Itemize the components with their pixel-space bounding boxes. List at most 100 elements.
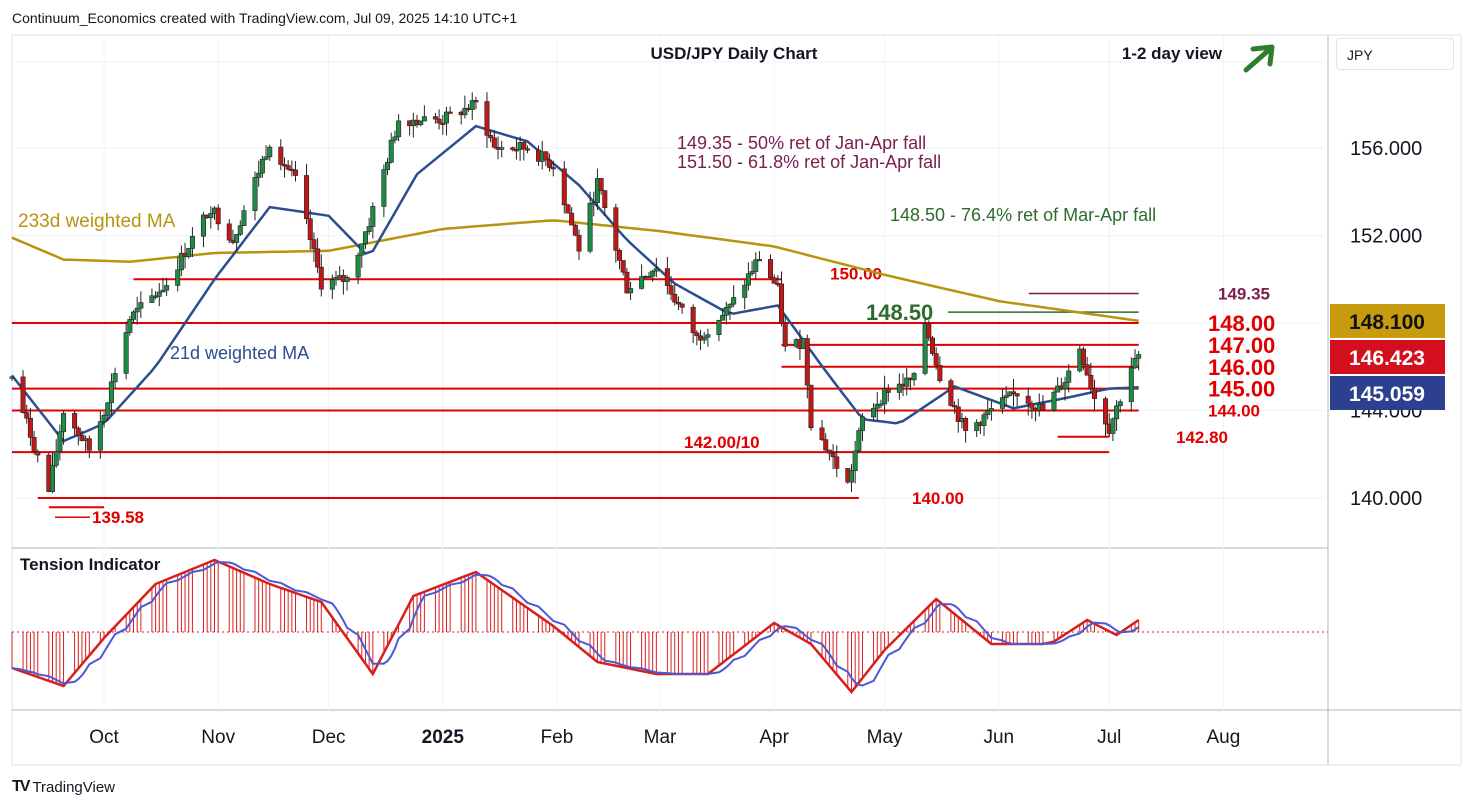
x-tick-label: Apr <box>759 727 789 748</box>
candle-body <box>318 266 324 290</box>
candle-body <box>904 377 910 387</box>
candle-body <box>823 439 829 451</box>
chart-attribution: Continuum_Economics created with Trading… <box>12 10 518 26</box>
candle-body <box>1132 357 1138 369</box>
tension-indicator <box>11 558 1328 694</box>
candle-body <box>436 118 442 124</box>
candle-body <box>561 168 567 206</box>
retracement-label: 149.35 <box>1218 284 1270 303</box>
candle-body <box>617 250 623 261</box>
candle-body <box>963 417 969 431</box>
x-tick-label: May <box>867 727 903 748</box>
candle-body <box>779 283 785 324</box>
candle-body <box>878 403 884 406</box>
level-label: 139.58 <box>92 508 144 527</box>
candle-body <box>948 380 954 406</box>
candle-body <box>668 285 674 295</box>
candle-body <box>267 146 273 158</box>
candle-body <box>149 295 155 303</box>
candle-body <box>952 405 958 408</box>
candle-body <box>543 151 549 161</box>
candle-body <box>834 456 840 469</box>
candle-body <box>252 177 258 211</box>
candle-body <box>731 297 737 305</box>
candle-body <box>156 291 162 297</box>
tension-line <box>11 558 1140 694</box>
x-tick-label: Oct <box>89 727 119 748</box>
candle-body <box>127 319 133 333</box>
candle-body <box>771 277 777 284</box>
ma21-label: 21d weighted MA <box>170 343 309 363</box>
y-tick-label: 152.000 <box>1350 226 1422 248</box>
candle-body <box>35 451 41 456</box>
price-box-label: 146.423 <box>1349 347 1425 370</box>
price-box <box>1330 304 1445 338</box>
moving-averages <box>11 124 1139 443</box>
candle-body <box>613 207 619 251</box>
candle-body <box>1136 354 1142 359</box>
candle-body <box>664 268 670 286</box>
candle-body <box>896 383 902 393</box>
candle-body <box>716 319 722 335</box>
x-tick-label: Mar <box>644 727 677 748</box>
candle-body <box>311 239 317 250</box>
candle-body <box>937 365 943 381</box>
candle-body <box>293 169 299 176</box>
level-label: 150.00 <box>830 264 882 283</box>
candle-body <box>598 178 604 191</box>
candle-body <box>720 314 726 321</box>
candle-body <box>1103 398 1109 425</box>
candle-body <box>31 437 37 452</box>
candle-body <box>432 116 438 120</box>
candle-body <box>628 288 634 294</box>
candle-body <box>186 248 192 257</box>
candle-body <box>882 388 888 405</box>
candle-body <box>421 116 427 122</box>
candle-body <box>499 147 505 150</box>
candle-body <box>131 311 137 320</box>
candle-body <box>237 225 243 235</box>
candle-body <box>753 259 759 272</box>
candle-body <box>808 384 814 429</box>
candle-body <box>20 376 26 413</box>
candle-body <box>344 276 350 282</box>
candle-body <box>355 254 361 278</box>
candle-body <box>848 470 854 483</box>
candle-body <box>974 422 980 431</box>
candle-body <box>745 273 751 286</box>
candle-body <box>1051 391 1057 411</box>
candle-body <box>723 307 729 316</box>
candle-body <box>178 252 184 271</box>
candle-body <box>524 148 530 151</box>
candle-body <box>469 100 475 110</box>
chart-labels: USD/JPY Daily Chart 1-2 day view 149.35 … <box>18 44 1275 574</box>
ma233-label: 233d weighted MA <box>18 211 176 232</box>
candle-body <box>9 376 15 379</box>
candle-body <box>749 271 755 275</box>
candle-body <box>491 137 497 148</box>
candle-body <box>263 156 269 160</box>
candle-body <box>329 279 335 290</box>
candle-body <box>1025 395 1031 404</box>
candle-body <box>160 289 166 293</box>
candle-body <box>189 235 195 249</box>
candle-body <box>569 212 575 226</box>
currency-selector[interactable]: JPY <box>1336 38 1454 70</box>
candle-body <box>50 465 56 492</box>
candle-body <box>134 307 140 313</box>
candle-body <box>72 413 78 429</box>
candle-body <box>1003 395 1009 398</box>
candle-body <box>885 388 891 393</box>
candle-body <box>392 136 398 141</box>
candle-body <box>639 276 645 289</box>
price-box <box>1330 340 1445 374</box>
candle-body <box>473 100 479 103</box>
candle-body <box>443 111 449 124</box>
candle-body <box>679 303 685 308</box>
candle-body <box>79 434 85 441</box>
level-label: 146.00 <box>1208 355 1275 380</box>
candle-body <box>860 416 866 431</box>
candle-body <box>278 146 284 165</box>
retracement-label: 148.50 <box>866 300 933 325</box>
